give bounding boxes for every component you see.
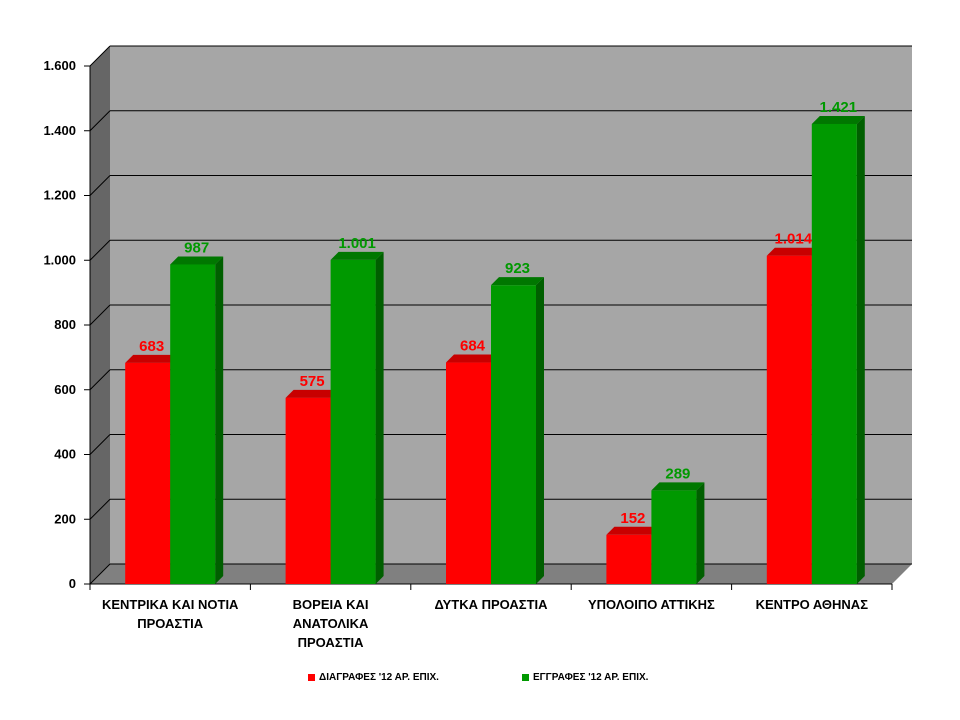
bar-deletions-1-front [285,397,331,584]
bar-deletions-0-top [125,354,179,363]
y-tick-label: 1.000 [43,252,76,267]
gridline-side [89,304,111,326]
data-label-registrations-0: 987 [184,239,209,256]
gridline-side [89,563,111,585]
x-tick-label: ΑΝΑΤΟΛΙΚΑ [293,616,369,631]
bar-registrations-2-front [491,285,536,584]
y-tick-label: 600 [54,382,76,397]
y-tick-label: 1.400 [43,123,76,138]
bar-registrations-2-side [536,277,544,584]
data-label-registrations-1: 1.001 [338,235,376,252]
bar-deletions-1-top [285,389,339,398]
bar-deletions-0-front [125,362,171,584]
gridline-side [89,175,111,196]
x-tick-label: ΚΕΝΤΡΟ ΑΘΗΝΑΣ [756,597,869,612]
legend-item-registrations: ΕΓΓΡΑΦΕΣ '12 ΑΡ. ΕΠΙΧ. [522,672,648,683]
data-label-registrations-2: 923 [505,260,530,277]
data-label-deletions-0: 683 [139,338,164,355]
y-tick-label: 1.600 [43,58,76,73]
y-tick-label: 200 [54,511,76,526]
x-tick-label: ΠΡΟΑΣΤΙΑ [298,635,365,650]
gridline-side [89,110,111,132]
bar-registrations-2-top [491,277,544,286]
bar-registrations-0-top [170,256,224,265]
bar-deletions-2-front [446,362,491,584]
bar-registrations-3 [651,482,705,584]
bar-registrations-4-side [856,115,865,585]
data-label-deletions-4: 1.014 [775,231,813,248]
x-tick-label: ΥΠΟΛΟΙΠΟ ΑΤΤΙΚΗΣ [588,597,715,612]
bar-registrations-0 [170,256,224,584]
bar-registrations-4 [811,115,865,585]
bar-registrations-1-top [330,251,384,260]
y-tick-label: 1.200 [43,188,76,203]
bar-deletions-4-top [766,247,820,256]
data-label-deletions-2: 684 [460,338,486,355]
data-label-deletions-3: 152 [620,510,645,527]
gridline-side [89,45,111,67]
legend-label-registrations: ΕΓΓΡΑΦΕΣ '12 ΑΡ. ΕΠΙΧ. [533,672,649,683]
data-label-deletions-1: 575 [300,373,325,390]
x-tick-label: ΚΕΝΤΡΙΚΑ ΚΑΙ ΝΟΤΙΑ [102,597,239,612]
x-tick-label: ΠΡΟΑΣΤΙΑ [137,616,204,631]
bar-deletions-2-top [446,354,499,363]
bar-deletions-1 [285,389,339,584]
data-label-registrations-4: 1.421 [820,99,858,116]
x-tick-label: ΔΥΤΚΑ ΠΡΟΑΣΤΙΑ [434,597,548,612]
gridline-side [89,239,111,261]
legend: ΔΙΑΓΡΑΦΕΣ '12 ΑΡ. ΕΠΙΧ. ΕΓΓΡΑΦΕΣ '12 ΑΡ.… [0,672,960,688]
data-label-registrations-3: 289 [665,465,690,482]
bar-registrations-4-front [811,123,857,585]
legend-label-deletions: ΔΙΑΓΡΑΦΕΣ '12 ΑΡ. ΕΠΙΧ. [319,672,439,683]
legend-swatch-registrations [522,674,529,681]
bar-registrations-3-top [651,482,705,491]
y-tick-label: 0 [69,576,76,591]
bar-registrations-3-side [696,482,705,584]
bar-registrations-0-front [170,264,216,584]
gridline-side [89,498,111,520]
legend-swatch-deletions [308,674,315,681]
y-tick-label: 800 [54,317,76,332]
gridline-side [89,434,111,455]
bar-deletions-0 [125,354,179,584]
bar-deletions-4-front [766,255,812,584]
bar-deletions-3-top [606,526,660,535]
bar-registrations-2 [491,277,544,584]
y-tick-label: 400 [54,447,76,462]
x-tick-label: ΒΟΡΕΙΑ ΚΑΙ [293,597,369,612]
bar-registrations-1-side [375,251,384,584]
gridline-side [89,369,111,391]
bar-registrations-0-side [215,256,224,584]
legend-item-deletions: ΔΙΑΓΡΑΦΕΣ '12 ΑΡ. ΕΠΙΧ. [308,672,439,683]
bar-registrations-4-top [811,115,865,124]
bar-registrations-3-front [651,490,697,584]
bar-deletions-3-front [606,534,652,584]
bar-registrations-1-front [330,259,376,584]
bar-registrations-1 [330,251,384,584]
